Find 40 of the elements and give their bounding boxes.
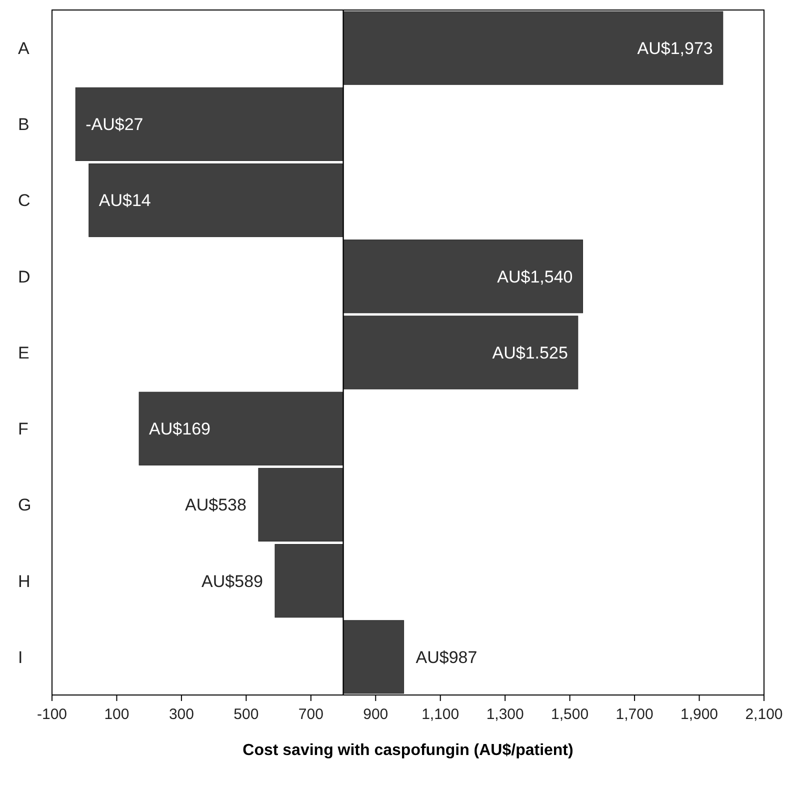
bar bbox=[343, 620, 404, 694]
y-tick-label: B bbox=[18, 115, 30, 134]
data-label: AU$169 bbox=[149, 420, 210, 439]
x-tick-label: 1,100 bbox=[422, 706, 460, 723]
bar bbox=[88, 163, 344, 238]
y-tick-label: F bbox=[18, 420, 28, 439]
x-tick-label: 300 bbox=[168, 706, 194, 723]
x-axis-title: Cost saving with caspofungin (AU$/patient) bbox=[242, 742, 574, 759]
bar bbox=[343, 11, 724, 85]
data-label: AU$1,540 bbox=[497, 267, 573, 286]
data-label: AU$589 bbox=[202, 572, 263, 591]
x-tick-label: 1,500 bbox=[551, 706, 589, 723]
bar bbox=[274, 544, 344, 618]
x-tick-label: 1,300 bbox=[486, 706, 524, 723]
y-tick-label: H bbox=[18, 572, 30, 591]
x-tick-label: -100 bbox=[36, 706, 68, 723]
x-tick-label: 1,900 bbox=[680, 706, 718, 723]
bar bbox=[138, 392, 344, 466]
bar bbox=[343, 240, 584, 314]
data-label: AU$14 bbox=[98, 191, 151, 210]
data-label: AU$1.525 bbox=[492, 343, 568, 362]
y-tick-label: G bbox=[18, 496, 32, 515]
y-tick-label: D bbox=[18, 267, 30, 286]
x-tick-label: 1,700 bbox=[616, 706, 654, 723]
y-tick-label: E bbox=[18, 343, 30, 362]
x-tick-label: 700 bbox=[298, 706, 324, 723]
bar bbox=[343, 316, 578, 390]
bar bbox=[75, 87, 344, 161]
y-tick-label: C bbox=[18, 191, 30, 210]
bar bbox=[258, 468, 344, 542]
data-label: AU$538 bbox=[185, 496, 246, 515]
data-label: AU$1,973 bbox=[637, 39, 713, 58]
y-tick-label: I bbox=[18, 648, 23, 667]
y-tick-label: A bbox=[18, 39, 30, 58]
data-label: -AU$27 bbox=[86, 115, 144, 134]
x-tick-label: 2,100 bbox=[745, 706, 783, 723]
x-tick-label: 900 bbox=[363, 706, 388, 723]
x-tick-label: 100 bbox=[104, 706, 130, 723]
data-label: AU$987 bbox=[416, 648, 478, 667]
x-tick-label: 500 bbox=[234, 706, 259, 723]
